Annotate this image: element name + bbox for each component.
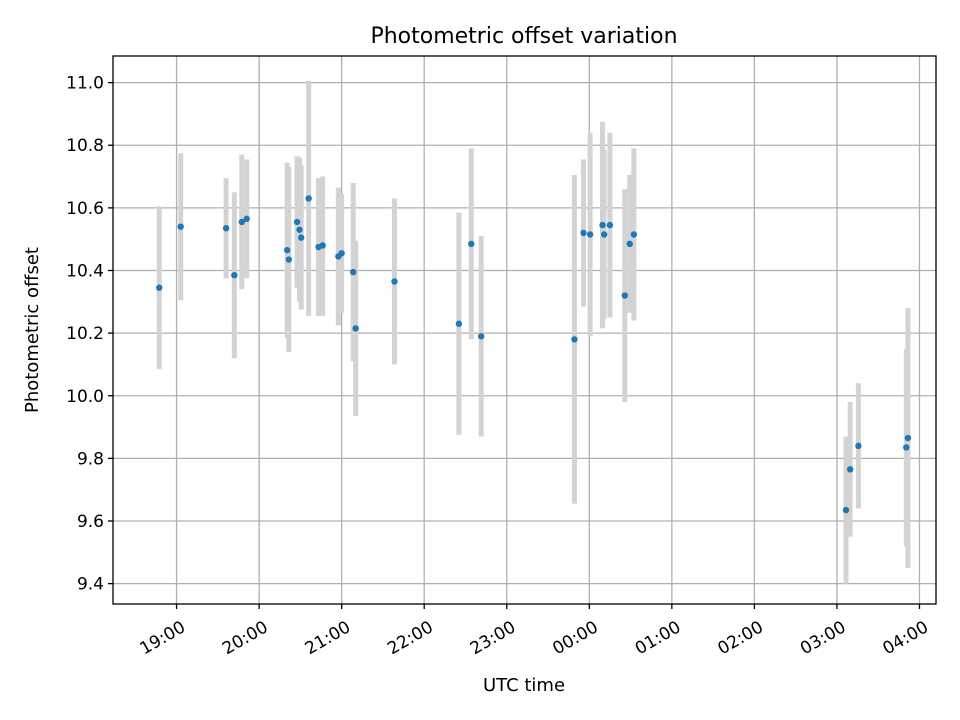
y-tick-label: 10.6 <box>66 199 104 219</box>
y-tick-label: 10.0 <box>66 387 104 407</box>
data-point <box>391 278 398 285</box>
data-point <box>243 215 250 223</box>
y-tick-label: 10.8 <box>66 136 104 156</box>
y-axis-label: Photometric offset <box>22 247 43 413</box>
data-point <box>606 221 614 229</box>
data-point <box>285 256 293 263</box>
data-point <box>156 284 163 291</box>
data-point <box>177 223 184 230</box>
data-point <box>626 240 633 248</box>
data-point <box>600 231 608 238</box>
data-point <box>455 320 463 327</box>
data-point <box>231 272 238 279</box>
data-point <box>319 242 326 249</box>
data-point <box>842 506 850 514</box>
chart-title: Photometric offset variation <box>370 24 677 49</box>
data-point <box>283 246 291 254</box>
y-tick-label: 9.6 <box>77 512 104 532</box>
data-point <box>855 442 862 450</box>
data-point <box>904 434 912 442</box>
plot-frame <box>112 55 937 605</box>
data-point <box>621 292 628 299</box>
data-point <box>238 218 245 226</box>
data-point <box>468 240 475 248</box>
data-point <box>296 226 303 233</box>
data-point <box>352 325 359 332</box>
x-axis-label: UTC time <box>483 675 565 696</box>
data-point <box>580 229 587 237</box>
data-points <box>156 195 912 514</box>
data-point <box>630 231 638 238</box>
data-point <box>586 231 594 238</box>
y-tick-label: 10.2 <box>66 324 104 344</box>
data-point <box>338 250 345 257</box>
data-point <box>298 234 305 241</box>
y-tick-label: 9.8 <box>77 449 104 469</box>
data-point <box>305 195 312 202</box>
y-tick-label: 11.0 <box>66 74 104 94</box>
grid-lines <box>113 56 936 604</box>
data-point <box>350 268 357 276</box>
data-point <box>599 221 606 229</box>
data-point <box>477 333 485 340</box>
y-tick-label: 10.4 <box>66 262 104 282</box>
data-point <box>222 225 230 232</box>
data-point <box>571 336 578 343</box>
data-point <box>903 444 910 451</box>
y-tick-label: 9.4 <box>77 575 104 595</box>
data-point <box>293 218 301 226</box>
data-point <box>846 466 854 473</box>
